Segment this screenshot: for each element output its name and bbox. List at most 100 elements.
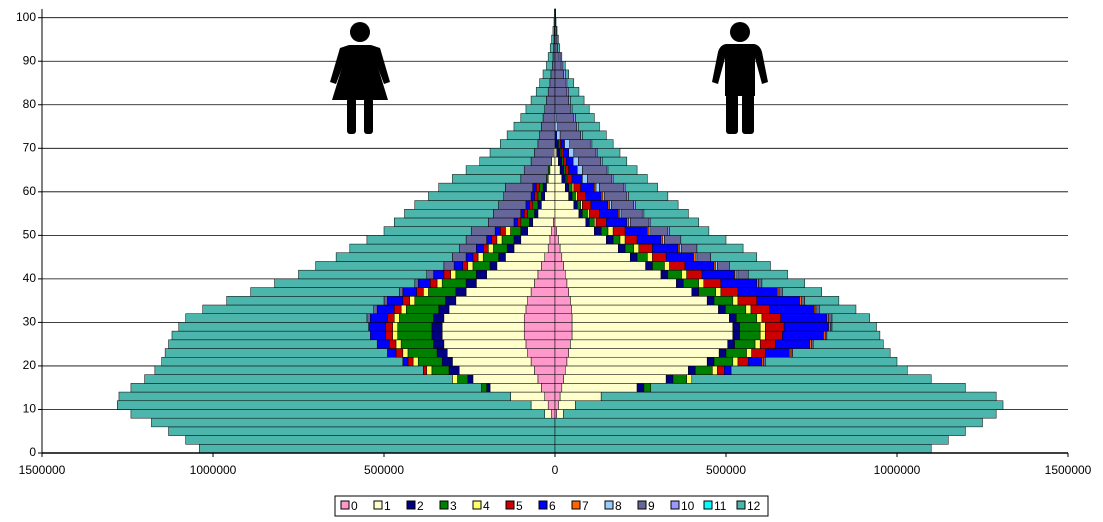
male-bar (573, 182, 581, 193)
female-bar (532, 200, 539, 210)
y-tick-label: 0 (29, 445, 36, 459)
male-bar (737, 287, 778, 297)
male-icon (712, 22, 768, 134)
female-bar (202, 304, 374, 314)
male-bar (612, 226, 626, 236)
female-bar (544, 104, 556, 114)
male-bar (563, 156, 567, 166)
male-bar (568, 182, 573, 193)
male-bar (712, 365, 718, 375)
male-bar (571, 182, 575, 193)
male-bar (667, 269, 682, 280)
male-bar (600, 226, 609, 236)
male-bar (677, 243, 681, 254)
male-bar (775, 339, 811, 349)
legend-label: 5 (516, 499, 523, 513)
female-bar (171, 330, 371, 341)
male-bar (561, 383, 638, 393)
male-bar (554, 435, 949, 445)
male-bar (686, 374, 693, 384)
male-bar (759, 339, 776, 349)
male-bar (618, 208, 621, 219)
female-bar (465, 252, 474, 262)
legend-swatch (670, 500, 680, 510)
male-bar (585, 217, 590, 227)
female-bar (517, 217, 522, 227)
male-bar (556, 34, 559, 45)
male-bar (765, 348, 790, 358)
legend-label: 1 (384, 499, 391, 513)
male-bar (756, 313, 763, 323)
female-bar (539, 130, 556, 140)
x-tick-label: 0 (552, 463, 559, 477)
female-bar (130, 409, 545, 419)
female-bar (441, 330, 525, 341)
female-bar (527, 208, 535, 219)
female-bar (154, 365, 424, 375)
male-bar (568, 191, 573, 201)
legend-swatch (406, 500, 416, 510)
female-bar (426, 269, 434, 280)
female-bar (544, 252, 556, 262)
male-bar (765, 356, 898, 367)
female-bar (503, 191, 532, 201)
female-bar (370, 330, 386, 341)
female-bar (523, 165, 549, 175)
male-bar (680, 235, 727, 245)
male-bar (761, 313, 781, 323)
male-bar (576, 200, 581, 210)
female-bar (553, 217, 556, 227)
male-bar (556, 113, 575, 123)
female-bar (488, 243, 494, 254)
female-bar (462, 261, 469, 271)
female-bar (116, 400, 532, 410)
male-bar (609, 200, 612, 210)
female-bar (366, 313, 371, 323)
male-bar (660, 269, 669, 280)
female-bar (250, 287, 400, 297)
female-bar (168, 426, 556, 436)
male-bar (628, 191, 669, 201)
female-bar (476, 269, 487, 280)
male-bar (809, 339, 812, 349)
male-bar (560, 60, 564, 71)
male-bar (578, 208, 583, 219)
male-bar (694, 252, 698, 262)
female-bar (506, 243, 515, 254)
male-bar (554, 313, 573, 323)
female-bar (431, 365, 450, 375)
legend-label: 3 (450, 499, 457, 513)
male-bar (566, 156, 574, 166)
male-bar (751, 348, 766, 358)
female-bar (505, 252, 545, 262)
male-bar (765, 330, 783, 341)
male-bar (812, 339, 884, 349)
male-bar (828, 322, 831, 332)
male-bar (686, 269, 703, 280)
male-bar (698, 278, 705, 288)
male-bar (559, 165, 564, 175)
male-bar (636, 383, 645, 393)
male-bar (554, 156, 559, 166)
male-bar (568, 148, 575, 158)
x-tick-label: 1500000 (19, 463, 66, 477)
male-bar (750, 304, 771, 314)
male-bar (580, 130, 583, 140)
male-bar (720, 287, 739, 297)
male-bar (559, 148, 563, 158)
female-bar (491, 235, 498, 245)
male-bar (759, 322, 766, 332)
legend-label: 4 (483, 499, 490, 513)
female-bar (392, 330, 398, 341)
legend-label: 9 (648, 499, 655, 513)
female-bar (431, 322, 443, 332)
male-bar (563, 409, 997, 419)
male-bar (647, 252, 653, 262)
female-bar (482, 252, 499, 262)
male-bar (777, 287, 780, 297)
female-bar (550, 69, 556, 79)
female-bar (481, 383, 487, 393)
male-bar (606, 165, 609, 175)
male-bar (600, 191, 604, 201)
